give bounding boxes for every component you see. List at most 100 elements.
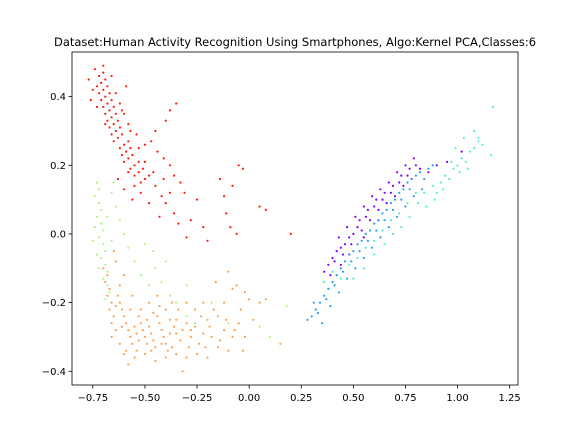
scatter-point — [231, 335, 234, 338]
x-tick-label: −0.75 — [78, 393, 109, 404]
scatter-point — [102, 105, 105, 108]
scatter-point — [108, 308, 111, 311]
scatter-point — [489, 153, 492, 157]
scatter-point — [210, 335, 213, 338]
scatter-point — [118, 219, 121, 222]
scatter-point — [373, 253, 376, 256]
scatter-point — [398, 191, 401, 194]
scatter-point — [118, 301, 121, 304]
scatter-point — [108, 291, 111, 294]
scatter-point — [133, 356, 136, 359]
scatter-point — [148, 202, 151, 205]
scatter-point — [162, 177, 165, 181]
scatter-point — [100, 222, 103, 225]
scatter-point — [110, 133, 113, 136]
scatter-point — [102, 277, 105, 280]
scatter-point — [102, 64, 105, 67]
scatter-point — [127, 363, 130, 366]
scatter-point — [243, 291, 247, 294]
scatter-point — [241, 167, 244, 170]
scatter-point — [150, 349, 153, 352]
scatter-point — [462, 136, 465, 139]
y-tick-label: 0.4 — [50, 92, 66, 103]
scatter-point — [139, 274, 142, 277]
scatter-point — [412, 157, 415, 160]
scatter-point — [114, 92, 117, 95]
scatter-point — [173, 174, 176, 177]
scatter-point — [373, 222, 376, 225]
scatter-point — [120, 153, 124, 157]
scatter-point — [125, 85, 128, 88]
scatter-point — [160, 195, 163, 198]
scatter-point — [150, 332, 153, 335]
scatter-point — [193, 308, 197, 311]
scatter-point — [91, 239, 94, 242]
scatter-point — [145, 342, 149, 345]
scatter-point — [431, 184, 434, 187]
scatter-point — [216, 346, 219, 349]
scatter-point — [258, 205, 261, 208]
scatter-point — [139, 191, 142, 194]
scatter-point — [448, 177, 451, 181]
scatter-point — [141, 167, 144, 170]
scatter-point — [408, 188, 411, 191]
scatter-point — [135, 133, 138, 136]
scatter-point — [106, 274, 109, 277]
scatter-point — [116, 177, 119, 181]
scatter-point — [408, 215, 411, 218]
scatter-point — [473, 129, 476, 133]
scatter-point — [152, 171, 155, 174]
scatter-point — [175, 353, 178, 356]
scatter-point — [156, 315, 159, 318]
x-tick-label: −0.50 — [130, 393, 161, 404]
scatter-point — [173, 325, 176, 328]
x-axis: −0.75 −0.50 −0.25 0.00 0.25 0.50 0.75 1.00 1.25 — [78, 385, 521, 404]
scatter-point — [416, 202, 420, 205]
scatter-point — [223, 301, 226, 304]
scatter-point — [106, 119, 109, 122]
scatter-point — [473, 147, 476, 150]
scatter-point — [404, 164, 407, 167]
scatter-point — [148, 174, 151, 177]
scatter-point — [352, 250, 355, 253]
scatter-point — [98, 267, 101, 270]
scatter-point — [223, 195, 226, 198]
scatter-point — [381, 212, 384, 215]
scatter-point — [383, 219, 386, 222]
scatter-point — [258, 301, 261, 304]
scatter-point — [112, 140, 115, 143]
scatter-point — [323, 270, 326, 273]
scatter-point — [168, 191, 172, 194]
scatter-point — [164, 308, 167, 311]
scatter-point — [229, 226, 232, 229]
scatter-point — [435, 191, 438, 194]
scatter-point — [379, 236, 382, 239]
scatter-point — [154, 346, 157, 349]
scatter-point — [112, 250, 115, 253]
scatter-point — [360, 229, 363, 232]
scatter-point — [95, 105, 99, 108]
scatter-point — [323, 294, 326, 297]
y-tick-label: 0.2 — [50, 161, 66, 172]
scatter-point — [95, 253, 99, 256]
scatter-point — [95, 215, 99, 218]
scatter-point — [95, 181, 99, 184]
scatter-point — [123, 274, 126, 277]
scatter-point — [187, 346, 190, 349]
scatter-point — [185, 356, 188, 359]
scatter-point — [133, 325, 136, 328]
scatter-point — [160, 329, 163, 332]
scatter-point — [143, 160, 146, 163]
scatter-point — [410, 177, 413, 181]
scatter-point — [402, 188, 405, 191]
scatter-point — [98, 74, 101, 78]
x-tick-label: 0.00 — [238, 393, 260, 404]
scatter-point — [137, 160, 140, 163]
scatter-point — [177, 308, 180, 311]
scatter-point — [377, 208, 380, 211]
scatter-point — [91, 88, 94, 91]
x-tick-label: 1.25 — [499, 393, 521, 404]
scatter-point — [421, 188, 424, 191]
scatter-point — [139, 308, 142, 311]
